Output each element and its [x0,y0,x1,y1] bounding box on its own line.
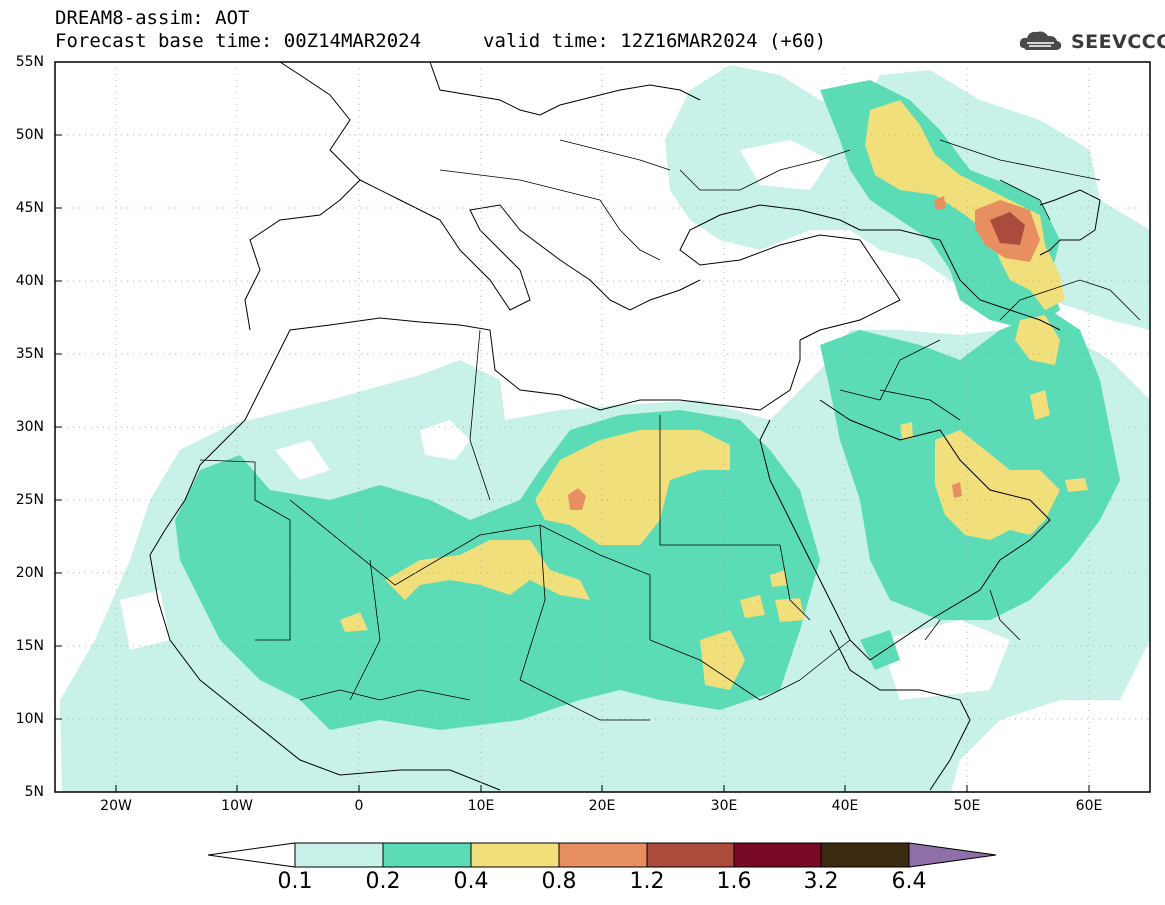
map-title: DREAM8-assim: AOT [55,7,250,29]
logo-text: SEEVCCC [1071,31,1165,53]
valid-time: valid time: 12Z16MAR2024 (+60) [483,30,827,52]
coastlines [149,62,1101,791]
lon-label: 0 [354,798,364,814]
colorbar-segment-above [908,842,997,868]
colorbar-segment-0.1 [294,842,384,868]
lon-label: 10E [467,798,495,814]
lat-label: 55N [15,54,44,70]
lat-label: 50N [15,127,44,143]
country-borders [199,139,1141,721]
colorbar-label: 0.8 [541,869,577,894]
colorbar-label: 1.6 [716,869,752,894]
lon-label: 20E [588,798,616,814]
lat-label: 10N [15,711,44,727]
lon-label: 50E [953,798,981,814]
lat-label: 30N [15,419,44,435]
colorbar-segment-below [207,842,296,868]
lon-label: 40E [831,798,859,814]
colorbar-segment-0.2 [382,842,472,868]
aot-clear-areas [120,140,1010,700]
colorbar-label: 0.4 [453,869,489,894]
colorbar-label: 3.2 [803,869,839,894]
lat-label: 35N [15,346,44,362]
lat-label: 40N [15,273,44,289]
colorbar-segment-3.2 [820,842,910,868]
colorbar-segment-1.2 [646,842,735,868]
lat-label: 45N [15,200,44,216]
colorbar-segment-0.8 [558,842,648,868]
colorbar-segment-0.4 [470,842,560,868]
lat-label: 15N [15,638,44,654]
lat-label: 20N [15,565,44,581]
lat-label: 25N [15,492,44,508]
colorbar-label: 1.2 [629,869,665,894]
colorbar-label: 0.1 [277,869,313,894]
lon-label: 10W [221,798,253,814]
lon-label: 30E [710,798,738,814]
colorbar [207,842,997,868]
aot-band-1.2 [990,212,1025,245]
aot-shading [55,62,1150,792]
colorbar-label: 6.4 [891,869,927,894]
colorbar-segment-1.6 [733,842,822,868]
graticule [55,62,1150,792]
lon-label: 60E [1075,798,1103,814]
lon-label: 20W [100,798,132,814]
lat-label: 5N [24,784,44,800]
colorbar-label: 0.2 [365,869,401,894]
forecast-base-time: Forecast base time: 00Z14MAR2024 [55,30,422,52]
axis-ticks [55,134,1090,792]
cloud-logo-icon [1019,31,1062,50]
